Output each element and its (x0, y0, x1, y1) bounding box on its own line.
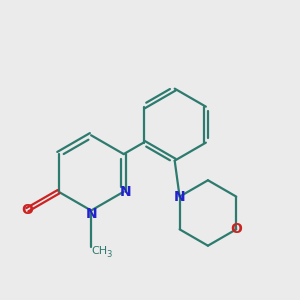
Text: CH: CH (91, 246, 107, 256)
Text: 3: 3 (106, 250, 112, 259)
Text: N: N (120, 185, 132, 199)
Text: N: N (174, 190, 185, 204)
Text: O: O (21, 203, 33, 217)
Text: O: O (230, 222, 242, 236)
Text: N: N (85, 207, 97, 221)
